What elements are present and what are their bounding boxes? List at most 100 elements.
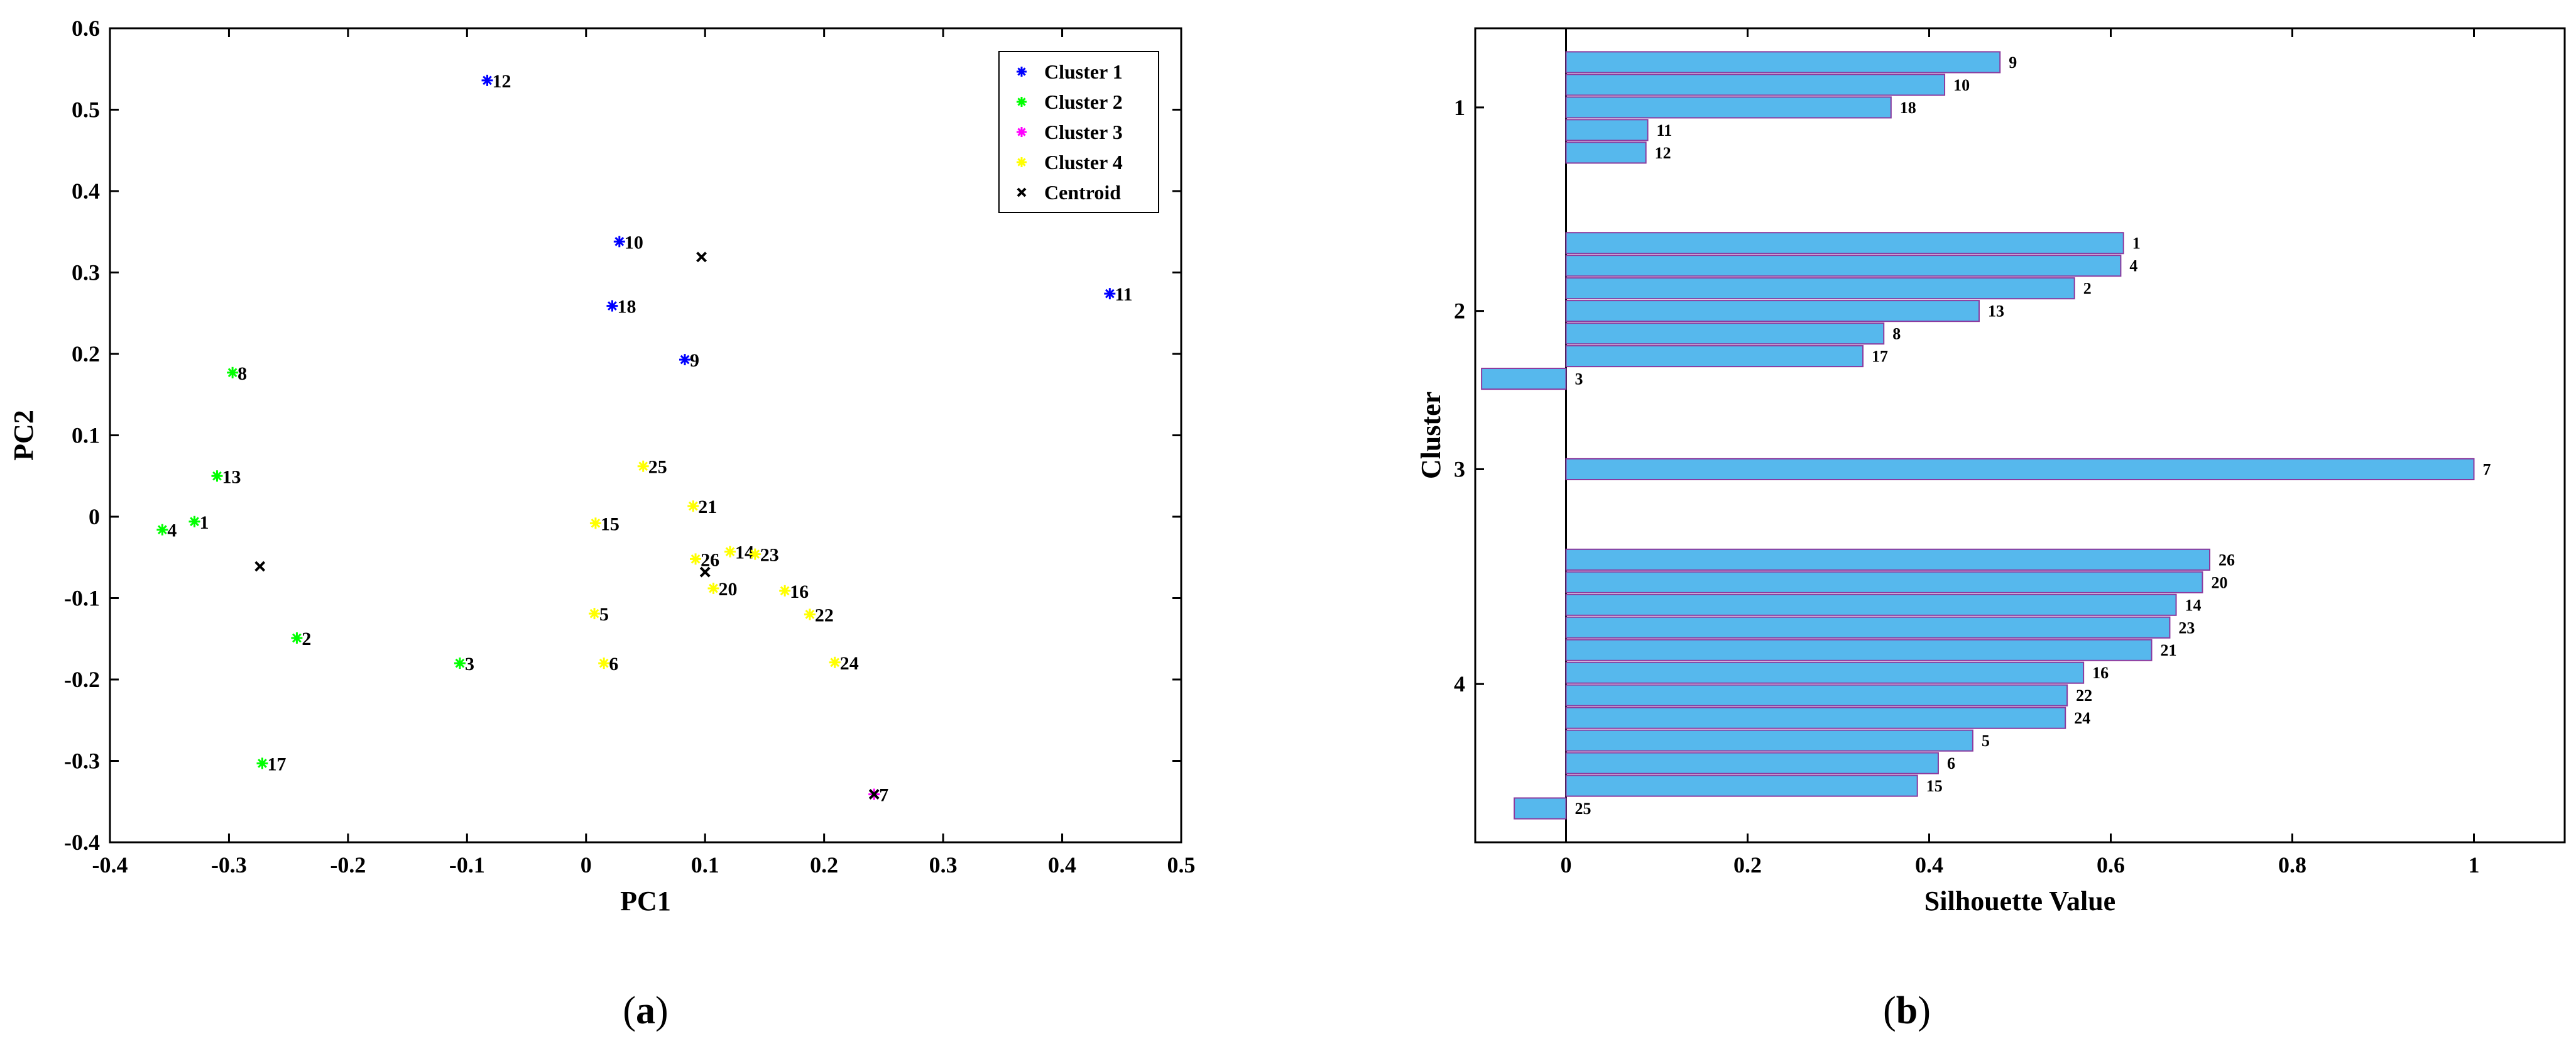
silhouette-bar-label: 11 xyxy=(1657,121,1673,140)
silhouette-bar-label: 1 xyxy=(2132,234,2141,253)
scatter-point-label: 16 xyxy=(790,581,809,602)
scatter-y-ticks: -0.4 -0.3 -0.2 -0.1 0 0.1 0.2 0.3 0.4 0.5 0.6 xyxy=(64,16,1181,855)
scatter-y-tick-label: 0 xyxy=(89,504,100,529)
scatter-point xyxy=(481,74,493,86)
caption-a: (a) xyxy=(623,989,668,1032)
silhouette-y-tick-label: 3 xyxy=(1454,456,1465,481)
silhouette-bar xyxy=(1565,277,2075,300)
scatter-point xyxy=(227,366,239,378)
silhouette-bar xyxy=(1565,548,2211,571)
scatter-panel: -0.4 -0.3 -0.2 -0.1 0 0.1 0.2 0.3 0.4 0.5 -0.4-0.… xyxy=(8,16,1196,1032)
silhouette-bar xyxy=(1565,96,1892,119)
silhouette-bar-label: 6 xyxy=(1947,754,1955,773)
scatter-point xyxy=(454,658,466,669)
scatter-y-tick-label: -0.1 xyxy=(64,586,100,611)
silhouette-bar-label: 26 xyxy=(2219,551,2235,569)
silhouette-panel: 9101811121421381737262014232116222456152… xyxy=(1416,27,2566,1032)
scatter-point-label: 3 xyxy=(465,654,474,674)
silhouette-y-axis-label: Cluster xyxy=(1416,392,1446,479)
silhouette-bar xyxy=(1565,571,2203,593)
silhouette-bar xyxy=(1565,774,1918,797)
legend-entry-label: Centroid xyxy=(1044,181,1121,204)
silhouette-bar-label: 18 xyxy=(1900,99,1916,117)
scatter-x-tick-label: 0.2 xyxy=(810,852,838,878)
silhouette-bar xyxy=(1565,752,1939,774)
silhouette-bar-label: 7 xyxy=(2483,460,2491,478)
scatter-point-label: 6 xyxy=(609,654,618,674)
scatter-point xyxy=(1104,288,1116,300)
scatter-point-label: 10 xyxy=(625,232,643,253)
scatter-point xyxy=(613,236,625,248)
silhouette-bar xyxy=(1565,119,1649,141)
scatter-point-label: 8 xyxy=(237,363,247,384)
scatter-x-tick-label: 0.3 xyxy=(929,852,958,878)
scatter-y-tick-label: -0.3 xyxy=(64,749,100,774)
silhouette-x-tick-label: 0 xyxy=(1561,852,1572,878)
scatter-y-tick-label: 0.1 xyxy=(72,423,100,448)
centroid-marker xyxy=(868,789,880,800)
silhouette-bars: 9101811121421381737262014232116222456152… xyxy=(1481,51,2491,820)
scatter-point-label: 23 xyxy=(760,545,779,566)
silhouette-bar-label: 21 xyxy=(2161,641,2177,659)
silhouette-bar xyxy=(1565,300,1980,322)
silhouette-bar-label: 3 xyxy=(1575,370,1583,388)
scatter-point xyxy=(188,515,200,527)
legend-entry-label: Cluster 3 xyxy=(1044,121,1123,143)
caption-b-letter: b xyxy=(1896,989,1918,1032)
silhouette-bar xyxy=(1565,593,2177,616)
silhouette-bar-label: 23 xyxy=(2178,619,2195,637)
caption-a-letter: a xyxy=(636,989,655,1032)
scatter-point-label: 12 xyxy=(493,71,511,92)
silhouette-bar xyxy=(1565,74,1946,96)
silhouette-x-tick-label: 0.8 xyxy=(2278,852,2306,878)
scatter-point-label: 4 xyxy=(167,520,177,541)
scatter-y-tick-label: 0.5 xyxy=(72,97,100,123)
scatter-point-label: 14 xyxy=(735,542,754,563)
silhouette-x-tick-label: 0.6 xyxy=(2097,852,2125,878)
silhouette-bar-label: 2 xyxy=(2083,280,2092,298)
scatter-x-ticks: -0.4 -0.3 -0.2 -0.1 0 0.1 0.2 0.3 0.4 0.5 xyxy=(92,28,1196,878)
scatter-y-tick-label: -0.4 xyxy=(64,830,100,855)
scatter-x-tick-label: 0.4 xyxy=(1048,852,1076,878)
silhouette-bar xyxy=(1514,797,1567,820)
scatter-point-label: 2 xyxy=(302,629,311,649)
silhouette-y-tick-label: 2 xyxy=(1454,299,1465,324)
silhouette-bar-label: 13 xyxy=(1988,302,2004,321)
scatter-point xyxy=(156,524,168,536)
silhouette-bar-label: 16 xyxy=(2092,664,2109,682)
silhouette-x-tick-label: 1 xyxy=(2469,852,2480,878)
silhouette-bar xyxy=(1565,345,1864,368)
silhouette-bar xyxy=(1481,368,1567,390)
scatter-point xyxy=(606,300,618,312)
caption-a-close: ) xyxy=(655,989,669,1032)
silhouette-bar-label: 12 xyxy=(1655,144,1671,162)
silhouette-x-tick-label: 0.2 xyxy=(1733,852,1762,878)
caption-a-open: ( xyxy=(623,989,636,1032)
legend-marker-icon xyxy=(1017,127,1027,137)
scatter-y-tick-label: 0.6 xyxy=(72,16,100,41)
scatter-legend: Cluster 1 Cluster 2 Cluster 3 Cluster 4 Cent… xyxy=(998,51,1159,213)
scatter-point xyxy=(211,470,223,482)
silhouette-bar xyxy=(1565,707,2066,729)
scatter-point xyxy=(804,608,816,620)
silhouette-y-tick-label: 4 xyxy=(1454,671,1465,696)
scatter-point-label: 24 xyxy=(840,653,859,674)
scatter-point xyxy=(679,354,691,366)
scatter-point xyxy=(598,658,610,669)
scatter-point-label: 22 xyxy=(815,605,834,625)
scatter-point xyxy=(291,632,303,644)
centroid-marker xyxy=(699,566,711,578)
scatter-point xyxy=(637,460,649,472)
centroid-marker xyxy=(254,561,266,572)
caption-b-open: ( xyxy=(1883,989,1896,1032)
scatter-point-label: 11 xyxy=(1115,284,1132,305)
legend-marker-icon xyxy=(1017,97,1027,107)
silhouette-x-axis-label: Silhouette Value xyxy=(1924,886,2115,916)
silhouette-bar xyxy=(1565,51,2001,74)
scatter-x-tick-label: 0.5 xyxy=(1167,852,1196,878)
silhouette-bar-label: 17 xyxy=(1872,348,1888,366)
silhouette-bar-label: 15 xyxy=(1926,777,1943,795)
legend-entry-label: Cluster 1 xyxy=(1044,60,1123,83)
silhouette-bar-label: 10 xyxy=(1953,76,1970,94)
